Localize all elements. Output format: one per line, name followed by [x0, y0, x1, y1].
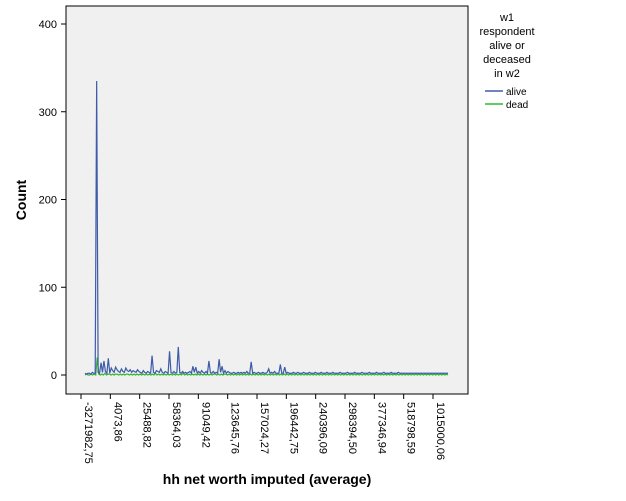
legend-entries: alive dead: [485, 87, 528, 111]
x-tick-label-11: 518798,59: [405, 402, 417, 454]
legend-title: w1 respondent alive or deceased in w2: [479, 12, 534, 80]
legend: w1 respondent alive or deceased in w2 alive d…: [479, 12, 534, 111]
x-tick-label-8: 240396,09: [317, 402, 329, 454]
legend-label-alive: alive: [506, 87, 527, 98]
x-tick-label-6: 157024,27: [258, 402, 270, 454]
x-tick-label-1: 4073,86: [111, 402, 123, 442]
legend-title-line-3: deceased: [483, 54, 531, 66]
legend-title-line-1: respondent: [479, 26, 534, 38]
x-tick-label-9: 298394,50: [346, 402, 358, 454]
y-tick-label-2: 200: [39, 195, 57, 207]
x-tick-label-3: 58364,03: [170, 402, 182, 448]
x-tick-label-12: 1015000,06: [434, 402, 446, 460]
x-axis: -3271982,75 4073,86 25488,82 58364,03 91049,…: [80, 394, 446, 464]
series-layer: [84, 81, 449, 376]
x-axis-title: hh net worth imputed (average): [163, 471, 371, 487]
y-tick-label-0: 0: [51, 370, 57, 382]
y-axis-title: Count: [13, 179, 29, 220]
x-tick-label-7: 196442,75: [287, 402, 299, 454]
legend-label-dead: dead: [506, 100, 528, 111]
y-tick-label-3: 300: [39, 107, 57, 119]
x-tick-label-0: -3271982,75: [82, 402, 94, 464]
x-tick-label-4: 91049,42: [199, 402, 211, 448]
series-line-alive: [84, 81, 448, 375]
y-tick-label-4: 400: [39, 19, 57, 31]
legend-title-line-0: w1: [499, 12, 514, 24]
legend-title-line-4: in w2: [494, 68, 520, 80]
plot-background: [65, 5, 469, 395]
y-tick-label-1: 100: [39, 282, 57, 294]
x-tick-label-2: 25488,82: [141, 402, 153, 448]
x-tick-label-10: 377346,94: [375, 402, 387, 454]
series-line-dead: [84, 357, 449, 376]
y-axis: 0 100 200 300 400: [39, 19, 66, 382]
x-tick-label-5: 123645,76: [229, 402, 241, 454]
legend-title-line-2: alive or: [489, 40, 525, 52]
